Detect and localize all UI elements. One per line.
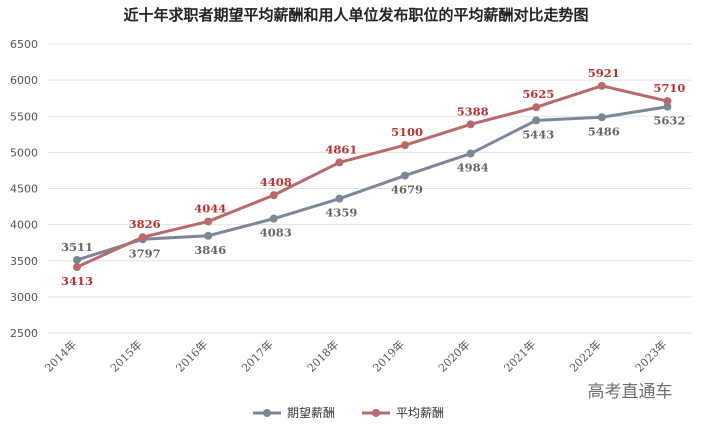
data-point — [597, 113, 606, 122]
x-tick-label: 2021年 — [501, 337, 538, 374]
data-point — [532, 103, 541, 112]
y-tick-label: 6500 — [10, 38, 38, 51]
data-point — [401, 141, 409, 150]
series-lines — [73, 81, 672, 272]
watermark: 高考直通车 — [588, 382, 673, 402]
data-point — [401, 171, 409, 180]
y-tick-label: 5000 — [10, 146, 38, 159]
data-label: 3826 — [129, 217, 161, 231]
x-tick-label: 2018年 — [304, 337, 341, 374]
chart-title: 近十年求职者期望平均薪酬和用人单位发布职位的平均薪酬对比走势图 — [123, 6, 588, 24]
data-point — [269, 214, 278, 223]
y-tick-label: 4500 — [10, 183, 38, 196]
data-label: 4861 — [325, 142, 357, 156]
data-label: 5388 — [457, 104, 489, 118]
data-label: 5443 — [522, 127, 554, 141]
data-label: 4359 — [325, 206, 357, 220]
data-label: 5921 — [588, 66, 620, 80]
data-label: 3413 — [61, 274, 93, 288]
y-tick-label: 4000 — [10, 219, 38, 232]
data-label: 4083 — [260, 226, 292, 240]
data-point — [73, 263, 81, 272]
x-tick-label: 2015年 — [107, 337, 144, 374]
legend-label: 平均薪酬 — [396, 406, 444, 420]
data-label: 4408 — [260, 175, 292, 189]
data-labels: 3511 3413 3797 3826 3846 4044 4083 4408 4359 4861… — [61, 66, 685, 288]
y-tick-label: 3000 — [10, 291, 38, 304]
data-point — [335, 194, 344, 203]
x-tick-label: 2023年 — [632, 337, 669, 374]
data-label: 5710 — [653, 81, 685, 95]
data-point — [204, 217, 213, 226]
data-label: 4044 — [194, 201, 226, 215]
data-label: 5625 — [522, 87, 554, 101]
x-tick-label: 2014年 — [42, 337, 79, 374]
x-tick-label: 2017年 — [238, 337, 275, 374]
data-label: 5100 — [391, 125, 423, 139]
data-label: 4679 — [391, 183, 423, 197]
data-label: 3511 — [61, 240, 93, 254]
legend: 期望薪酬 平均薪酬 — [253, 406, 444, 420]
x-tick-label: 2019年 — [370, 337, 407, 374]
legend-marker — [263, 409, 271, 417]
data-label: 5632 — [653, 114, 685, 128]
data-point — [269, 191, 278, 200]
data-point — [663, 97, 672, 106]
y-tick-label: 2500 — [10, 327, 38, 340]
data-point — [466, 149, 475, 158]
data-label: 5486 — [588, 124, 620, 138]
data-point — [532, 116, 541, 125]
data-point — [73, 255, 81, 264]
y-tick-label: 3500 — [10, 255, 38, 268]
legend-marker — [372, 409, 380, 417]
x-tick-label: 2020年 — [435, 337, 472, 374]
data-point — [204, 231, 213, 240]
y-axis-ticks: 2500 3000 3500 4000 4500 5000 5500 6000 6500 — [10, 38, 38, 340]
data-label: 3797 — [129, 246, 161, 260]
x-tick-label: 2022年 — [566, 337, 603, 374]
series-line-1 — [76, 105, 668, 262]
x-tick-label: 2016年 — [173, 337, 210, 374]
x-axis-ticks: 2014年 2015年 2016年 2017年 2018年 2019年 2020年 2021年… — [42, 337, 670, 374]
y-tick-label: 5500 — [10, 110, 38, 123]
data-point — [138, 233, 147, 242]
data-point — [335, 158, 344, 167]
data-point — [663, 102, 672, 111]
data-label: 4984 — [457, 161, 489, 175]
data-point — [597, 81, 606, 90]
legend-label: 期望薪酬 — [287, 406, 335, 420]
series-line-2 — [76, 84, 668, 269]
y-tick-label: 6000 — [10, 74, 38, 87]
data-point — [466, 120, 475, 129]
data-label: 3846 — [194, 243, 226, 257]
